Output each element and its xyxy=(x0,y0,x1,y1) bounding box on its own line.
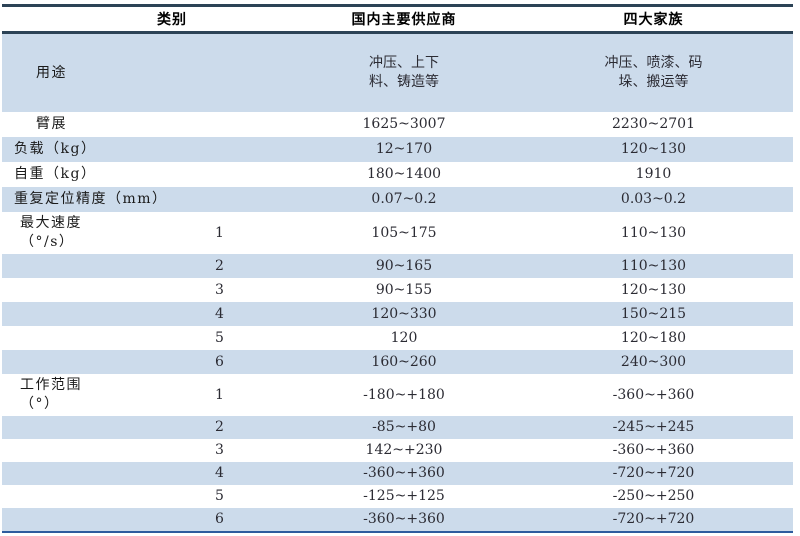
cell-big-four: -250~+250 xyxy=(612,488,695,505)
row-group-label: 工作范围 （°） xyxy=(20,377,82,412)
joint-number: 4 xyxy=(215,465,224,482)
joint-number: 3 xyxy=(215,281,224,298)
header-row: 类别 国内主要供应商 四大家族 xyxy=(2,5,793,34)
cell-domestic: 12~170 xyxy=(375,141,433,158)
header-big-four: 四大家族 xyxy=(536,5,793,34)
table-row-max-speed-2: 2 90~165 110~130 xyxy=(2,254,793,278)
cell-domestic: -85~+80 xyxy=(372,419,436,436)
cell-big-four: 120~180 xyxy=(620,329,687,346)
cell-domestic: -180~+180 xyxy=(363,386,445,403)
cell-domestic: 0.07~0.2 xyxy=(371,191,437,208)
row-label: 负载（kg） xyxy=(14,141,97,158)
cell-big-four: -720~+720 xyxy=(612,465,695,482)
table-row-work-range-3: 3 142~+230 -360~+360 xyxy=(2,439,793,462)
table-row-max-speed-5: 5 120 120~180 xyxy=(2,326,793,350)
cell-domestic: -360~+360 xyxy=(363,465,445,482)
cell-big-four: 1910 xyxy=(635,166,672,183)
header-category: 类别 xyxy=(2,5,272,34)
joint-number: 5 xyxy=(215,488,224,505)
cell-domestic: 120 xyxy=(390,329,418,346)
joint-number: 5 xyxy=(215,329,224,346)
row-label: 重复定位精度（mm） xyxy=(14,191,168,208)
joint-number: 1 xyxy=(215,224,224,241)
cell-big-four: 240~300 xyxy=(620,353,687,370)
table-row-usage: 用途 冲压、上下 料、铸造等 冲压、喷漆、码 垛、搬运等 xyxy=(2,32,793,112)
cell-big-four: 110~130 xyxy=(620,224,687,241)
table-row-max-speed-4: 4 120~330 150~215 xyxy=(2,302,793,326)
cell-domestic: 90~155 xyxy=(375,281,433,298)
table-header: 类别 国内主要供应商 四大家族 xyxy=(2,5,793,34)
table-row-work-range-1: 工作范围 （°） 1 -180~+180 -360~+360 xyxy=(2,374,793,416)
cell-big-four: -360~+360 xyxy=(612,442,695,459)
table-row-work-range-2: 2 -85~+80 -245~+245 xyxy=(2,416,793,439)
header-domestic-suppliers: 国内主要供应商 xyxy=(272,5,536,34)
cell-domestic: 1625~3007 xyxy=(362,116,446,133)
cell-domestic: 105~175 xyxy=(371,224,437,241)
row-label: 自重（kg） xyxy=(14,166,97,183)
row-group-label: 最大速度 （°/s） xyxy=(20,215,82,250)
table-row-work-range-6: 6 -360~+360 -720~+720 xyxy=(2,508,793,532)
cell-domestic: 90~165 xyxy=(375,257,433,274)
joint-number: 6 xyxy=(215,511,224,528)
cell-domestic: 142~+230 xyxy=(365,442,443,459)
table-row-armspan: 臂展 1625~3007 2230~2701 xyxy=(2,112,793,137)
table-row-weight: 自重（kg） 180~1400 1910 xyxy=(2,162,793,187)
joint-number: 4 xyxy=(215,305,224,322)
cell-big-four: 110~130 xyxy=(620,257,687,274)
row-label: 臂展 xyxy=(36,116,67,133)
cell-domestic: 120~330 xyxy=(371,305,437,322)
cell-big-four: 120~130 xyxy=(620,141,687,158)
cell-domestic: 160~260 xyxy=(371,353,437,370)
table-row-max-speed-6: 6 160~260 240~300 xyxy=(2,350,793,374)
joint-number: 3 xyxy=(215,442,224,459)
joint-number: 6 xyxy=(215,353,224,370)
cell-big-four: 2230~2701 xyxy=(612,116,695,133)
table-row-work-range-4: 4 -360~+360 -720~+720 xyxy=(2,462,793,485)
cell-domestic: -125~+125 xyxy=(363,488,445,505)
cell-big-four: -245~+245 xyxy=(612,419,695,436)
table-body: 用途 冲压、上下 料、铸造等 冲压、喷漆、码 垛、搬运等 臂展 1625~300… xyxy=(2,32,793,532)
joint-number: 2 xyxy=(215,419,224,436)
table-row-payload: 负载（kg） 12~170 120~130 xyxy=(2,137,793,162)
joint-number: 2 xyxy=(215,257,224,274)
table-row-max-speed-1: 最大速度 （°/s） 1 105~175 110~130 xyxy=(2,212,793,254)
joint-number: 1 xyxy=(215,386,224,403)
cell-big-four: 0.03~0.2 xyxy=(620,191,687,208)
robot-spec-comparison-table: 类别 国内主要供应商 四大家族 用途 冲压、上下 料、铸造等 冲压、喷漆、码 垛… xyxy=(2,4,793,533)
row-label: 用途 xyxy=(36,64,67,81)
cell-domestic: 180~1400 xyxy=(366,166,442,183)
table-row-max-speed-3: 3 90~155 120~130 xyxy=(2,278,793,302)
cell-big-four: 150~215 xyxy=(620,305,687,322)
cell-big-four: -720~+720 xyxy=(612,511,695,528)
table-row-repeatability: 重复定位精度（mm） 0.07~0.2 0.03~0.2 xyxy=(2,187,793,212)
table-row-work-range-5: 5 -125~+125 -250~+250 xyxy=(2,485,793,508)
cell-big-four: 120~130 xyxy=(620,281,687,298)
cell-domestic: 冲压、上下 料、铸造等 xyxy=(369,55,439,90)
cell-big-four: 冲压、喷漆、码 垛、搬运等 xyxy=(604,55,703,90)
cell-big-four: -360~+360 xyxy=(612,386,695,403)
cell-domestic: -360~+360 xyxy=(363,511,445,528)
